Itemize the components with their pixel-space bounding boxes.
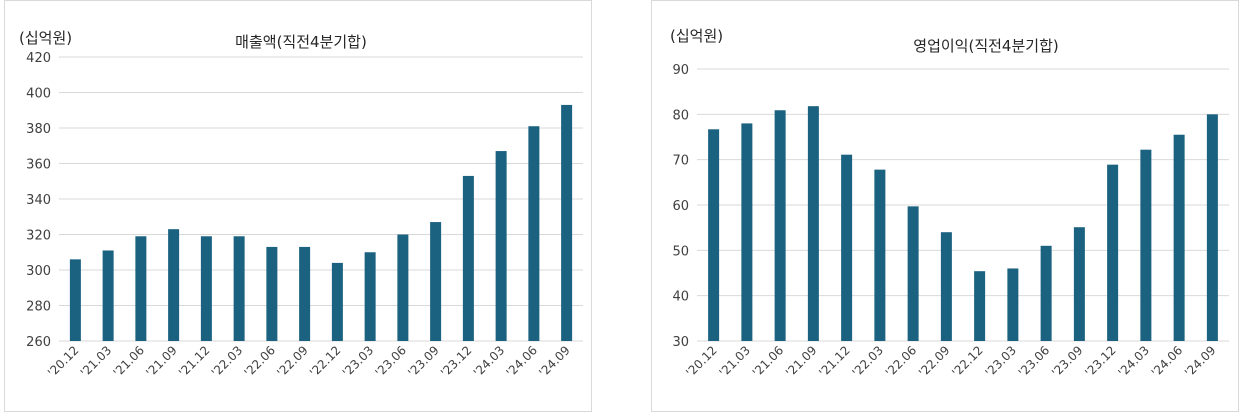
operating-profit-bar bbox=[807, 106, 819, 341]
operating-profit-bar-chart: 30405060708090'20.12'21.03'21.06'21.09'2… bbox=[672, 63, 1229, 380]
operating-profit-x-tick-label: '21.03 bbox=[716, 343, 753, 380]
operating-profit-x-tick-label: '23.12 bbox=[1082, 343, 1119, 380]
revenue-bar bbox=[69, 259, 81, 341]
revenue-y-tick-label: 380 bbox=[26, 122, 51, 137]
operating-profit-y-tick-label: 90 bbox=[672, 63, 689, 78]
operating-profit-bar bbox=[874, 169, 886, 341]
operating-profit-unit-label: (십억원) bbox=[670, 27, 724, 45]
operating-profit-x-tick-label: '24.06 bbox=[1149, 343, 1186, 380]
revenue-y-tick-label: 340 bbox=[26, 193, 51, 208]
operating-profit-y-tick-label: 70 bbox=[672, 154, 689, 169]
operating-profit-x-tick-label: '23.03 bbox=[982, 343, 1019, 380]
operating-profit-bar bbox=[1007, 268, 1019, 341]
revenue-bar bbox=[495, 151, 507, 341]
operating-profit-bar bbox=[1073, 227, 1085, 341]
operating-profit-bar bbox=[1140, 149, 1152, 341]
revenue-y-tick-label: 320 bbox=[26, 229, 51, 244]
operating-profit-y-tick-label: 60 bbox=[672, 199, 689, 214]
revenue-x-tick-label: '23.12 bbox=[438, 343, 475, 380]
revenue-x-tick-label: '24.03 bbox=[471, 343, 508, 380]
revenue-y-tick-label: 280 bbox=[26, 300, 51, 315]
revenue-y-tick-label: 420 bbox=[26, 51, 51, 66]
revenue-chart-title: 매출액(직전4분기합) bbox=[235, 33, 367, 51]
operating-profit-x-tick-label: '22.06 bbox=[883, 343, 920, 380]
operating-profit-x-tick-label: '22.09 bbox=[916, 343, 953, 380]
operating-profit-y-tick-label: 40 bbox=[672, 290, 689, 305]
operating-profit-x-tick-label: '24.03 bbox=[1115, 343, 1152, 380]
operating-profit-x-tick-label: '24.09 bbox=[1182, 343, 1219, 380]
revenue-y-tick-label: 400 bbox=[26, 87, 51, 102]
operating-profit-x-tick-label: '23.09 bbox=[1049, 343, 1086, 380]
revenue-x-tick-label: '22.03 bbox=[209, 343, 246, 380]
operating-profit-chart-title: 영업이익(직전4분기합) bbox=[913, 37, 1059, 55]
revenue-x-tick-label: '23.09 bbox=[405, 343, 442, 380]
revenue-x-tick-label: '21.03 bbox=[78, 343, 115, 380]
revenue-x-tick-label: '23.03 bbox=[340, 343, 377, 380]
revenue-unit-label: (십억원) bbox=[19, 29, 73, 47]
operating-profit-bar bbox=[907, 206, 919, 341]
revenue-x-tick-label: '22.12 bbox=[307, 343, 344, 380]
operating-profit-bar bbox=[841, 154, 853, 341]
operating-profit-x-tick-label: '22.12 bbox=[949, 343, 986, 380]
operating-profit-chart-panel: (십억원) 영업이익(직전4분기합) 30 40 50 60 70 80 90'20.12 '… bbox=[651, 0, 1239, 412]
operating-profit-bar bbox=[974, 271, 986, 341]
revenue-y-tick-label: 260 bbox=[26, 335, 51, 350]
revenue-bar bbox=[397, 234, 409, 341]
operating-profit-x-tick-label: '22.03 bbox=[849, 343, 886, 380]
operating-profit-y-tick-label: 30 bbox=[672, 335, 689, 350]
operating-profit-y-tick-label: 80 bbox=[672, 108, 689, 123]
operating-profit-bar bbox=[1173, 134, 1185, 341]
revenue-chart-panel: (십억원) 매출액(직전4분기합) 260 280 300 320 340 360 380 4… bbox=[4, 0, 592, 412]
revenue-x-tick-label: '21.09 bbox=[143, 343, 180, 380]
revenue-bar bbox=[430, 222, 442, 341]
revenue-bar bbox=[266, 246, 278, 341]
revenue-bar bbox=[233, 236, 245, 341]
revenue-x-tick-label: '21.06 bbox=[110, 343, 147, 380]
revenue-bar bbox=[135, 236, 147, 341]
operating-profit-x-tick-label: '21.09 bbox=[783, 343, 820, 380]
revenue-x-tick-label: '22.09 bbox=[274, 343, 311, 380]
operating-profit-bar bbox=[708, 129, 720, 341]
revenue-x-tick-label: '23.06 bbox=[372, 343, 409, 380]
operating-profit-x-tick-label: '21.06 bbox=[750, 343, 787, 380]
revenue-bar bbox=[364, 252, 376, 341]
operating-profit-bar bbox=[1040, 245, 1052, 341]
revenue-x-tick-label: '22.06 bbox=[241, 343, 278, 380]
revenue-bar bbox=[102, 250, 114, 341]
revenue-y-tick-label: 300 bbox=[26, 264, 51, 279]
revenue-x-tick-label: '24.09 bbox=[536, 343, 573, 380]
revenue-bar bbox=[331, 262, 343, 341]
revenue-bar-chart: 260280300320340360380400420'20.12'21.03'… bbox=[26, 51, 583, 380]
operating-profit-bar bbox=[741, 123, 753, 342]
operating-profit-x-tick-label: '21.12 bbox=[816, 343, 853, 380]
operating-profit-y-tick-label: 50 bbox=[672, 244, 689, 259]
revenue-bar bbox=[462, 175, 474, 341]
operating-profit-bar bbox=[1107, 164, 1119, 341]
operating-profit-x-tick-label: '23.06 bbox=[1016, 343, 1053, 380]
operating-profit-bar bbox=[1206, 114, 1218, 341]
operating-profit-bar bbox=[774, 110, 786, 342]
operating-profit-bar bbox=[940, 232, 952, 341]
revenue-bar bbox=[299, 246, 311, 341]
revenue-bar bbox=[168, 229, 180, 341]
revenue-bar bbox=[528, 126, 540, 341]
revenue-bar bbox=[561, 104, 573, 341]
revenue-x-tick-label: '24.06 bbox=[503, 343, 540, 380]
revenue-y-tick-label: 360 bbox=[26, 158, 51, 173]
revenue-bar bbox=[200, 236, 212, 341]
revenue-x-tick-label: '21.12 bbox=[176, 343, 213, 380]
